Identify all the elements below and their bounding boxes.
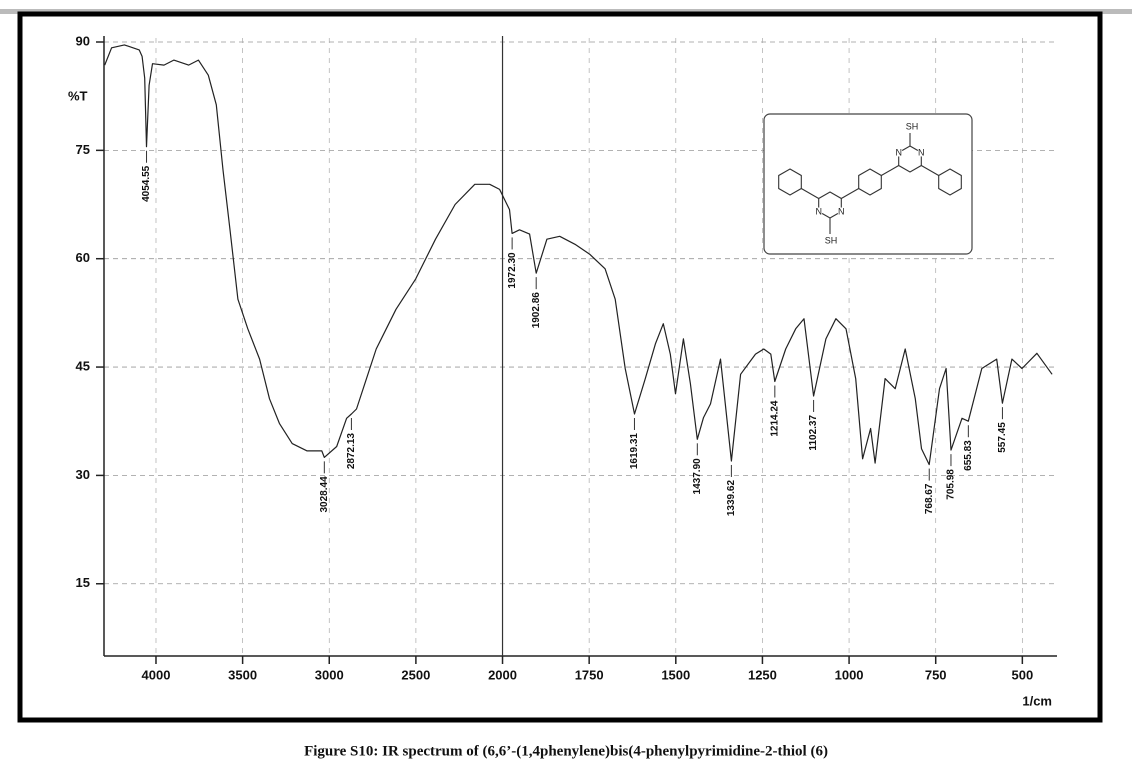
x-tick-label: 1500 [661,667,690,682]
y-tick-label: 45 [76,358,90,373]
peak-label: 768.67 [924,483,935,514]
peak-label: 1972.30 [507,252,518,289]
peak-label: 3028.44 [319,476,330,513]
peak-label: 1437.90 [692,458,703,495]
peak-label: 1339.62 [726,480,737,517]
y-tick-label: 75 [76,142,90,157]
x-tick-label: 1250 [748,667,777,682]
atom-label: N [838,206,845,216]
y-tick-label: 15 [76,575,90,590]
atom-label: SH [825,235,838,245]
peak-label: 1902.86 [531,292,542,329]
x-tick-label: 1750 [575,667,604,682]
x-tick-label: 3500 [228,667,257,682]
peak-label: 1214.24 [769,400,780,437]
x-tick-label: 500 [1011,667,1033,682]
y-tick-label: 60 [76,250,90,265]
spectrum-line [104,44,1053,466]
x-axis-label: 1/cm [1022,693,1052,708]
peak-label: 1102.37 [808,415,819,451]
x-tick-label: 4000 [142,667,171,682]
peak-label: 4054.55 [141,165,152,202]
atom-label: N [918,147,925,157]
x-tick-label: 2000 [488,667,517,682]
caption: Figure S10: IR spectrum of (6,6’-(1,4phe… [304,743,828,759]
y-axis-label: %T [68,88,88,103]
x-tick-label: 1000 [835,667,864,682]
structure: SH N N SH N N [763,113,973,255]
x-tick-label: 750 [925,667,947,682]
peak-label: 1619.31 [629,433,640,470]
atom-label: SH [906,121,919,131]
structure-box [763,113,973,255]
peak-label: 705.98 [946,469,957,500]
peak-label: 2872.13 [346,433,357,470]
atom-label: N [815,206,822,216]
peak-label: 557.45 [997,422,1008,453]
y-tick-label: 30 [76,467,90,482]
atom-backgrounds [814,148,926,216]
atom-label: N [895,147,902,157]
y-tick-label: 90 [76,33,90,48]
x-tick-label: 3000 [315,667,344,682]
x-tick-label: 2500 [401,667,430,682]
peak-label: 655.83 [963,440,974,471]
structure-bonds [778,133,962,234]
